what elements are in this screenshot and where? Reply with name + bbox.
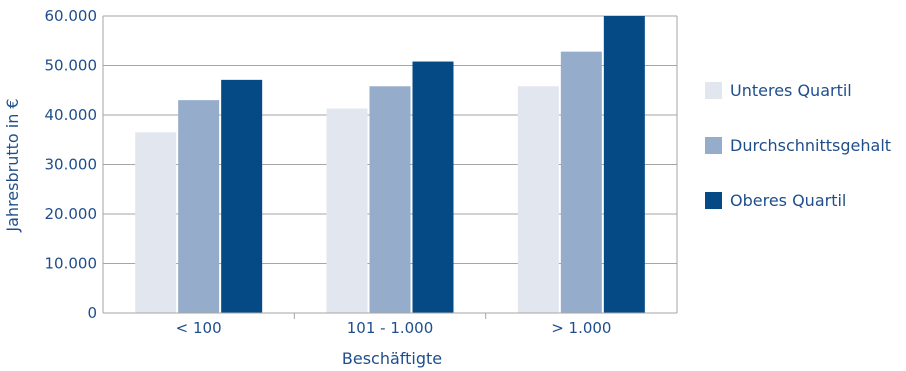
bar (178, 100, 220, 314)
legend-swatch (705, 192, 722, 209)
y-axis: 0 10.000 20.000 30.000 40.000 50.000 60.000 (45, 7, 98, 322)
x-axis-title: Beschäftigte (342, 349, 442, 368)
x-axis: < 100 101 - 1.000 > 1.000 (103, 312, 677, 337)
bar (560, 51, 602, 313)
y-axis-title: Jahresbrutto in € (3, 98, 22, 232)
bars (135, 16, 645, 314)
y-tick-label: 30.000 (45, 156, 98, 174)
legend-swatch (705, 82, 722, 99)
bar (135, 132, 177, 313)
legend-label: Unteres Quartil (730, 81, 852, 100)
y-tick-label: 20.000 (45, 205, 98, 223)
x-tick-label: 101 - 1.000 (347, 319, 434, 337)
bar (603, 16, 645, 313)
bar (517, 86, 559, 313)
legend-swatch (705, 137, 722, 154)
legend: Unteres Quartil Durchschnittsgehalt Oberes… (705, 81, 891, 210)
bar (369, 86, 411, 313)
y-tick-label: 0 (87, 304, 97, 322)
x-tick-label: > 1.000 (551, 319, 611, 337)
y-tick-label: 50.000 (45, 57, 98, 75)
x-tick-label: < 100 (176, 319, 222, 337)
y-tick-label: 40.000 (45, 106, 98, 124)
bar (221, 79, 263, 313)
y-tick-label: 10.000 (45, 255, 98, 273)
bar (326, 108, 368, 313)
bar (412, 61, 454, 313)
y-tick-label: 60.000 (45, 7, 98, 25)
legend-label: Oberes Quartil (730, 191, 846, 210)
legend-label: Durchschnittsgehalt (730, 136, 891, 155)
